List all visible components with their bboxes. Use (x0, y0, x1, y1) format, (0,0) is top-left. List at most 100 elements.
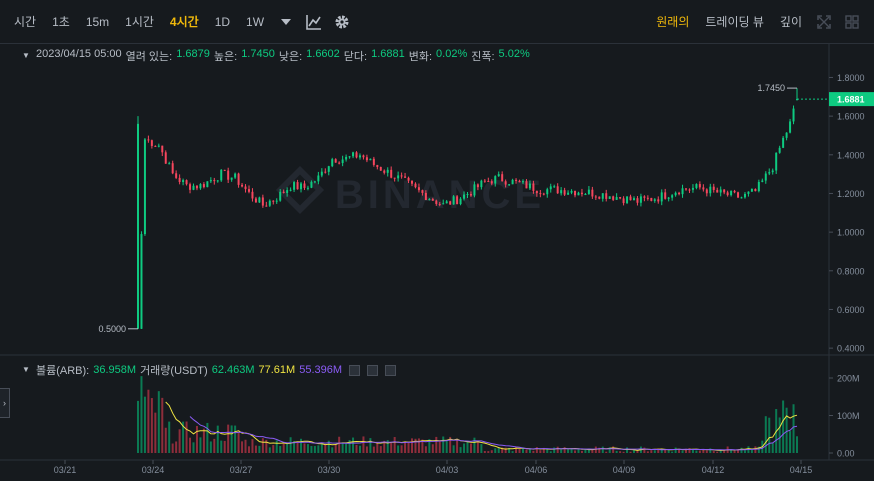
volume-bar (782, 400, 785, 453)
volume-bar (352, 437, 355, 453)
volume-bar (521, 447, 524, 453)
price-tick-label: 0.6000 (837, 305, 865, 315)
view-depth[interactable]: 깊이 (779, 15, 802, 29)
volume-bar (698, 450, 701, 453)
candle-body (737, 192, 740, 198)
candle-body (182, 180, 185, 183)
collapse-caret-icon[interactable]: ▼ (22, 51, 30, 60)
volume-bar (234, 425, 237, 453)
volume-bar (289, 437, 292, 453)
candle-body (636, 198, 639, 203)
candle-body (768, 172, 771, 174)
volume-bar (615, 450, 618, 453)
gear-icon[interactable] (328, 0, 356, 44)
candle-body (546, 189, 549, 195)
interval-1h[interactable]: 1시간 (125, 15, 154, 29)
volume-bar (740, 447, 743, 453)
candle-body (674, 192, 677, 196)
volume-ma3: 55.396M (299, 364, 343, 376)
interval-15m[interactable]: 15m (85, 15, 110, 29)
volume-bar (497, 447, 500, 453)
candle-body (150, 140, 153, 146)
candle-body (532, 183, 535, 191)
volume-bar (622, 451, 625, 453)
candle-body (549, 186, 552, 190)
view-tradingview[interactable]: 트레이딩 뷰 (705, 15, 764, 29)
candle-body (261, 197, 264, 206)
candle-body (178, 177, 181, 183)
interval-1d[interactable]: 1D (214, 15, 231, 29)
interval-time[interactable]: 시간 (14, 15, 37, 29)
candle-body (421, 190, 424, 193)
candle-body (449, 201, 452, 205)
candle-body (664, 192, 667, 199)
volume-bar (612, 446, 615, 453)
volume-bar (456, 438, 459, 453)
volume-collapse-caret-icon[interactable]: ▼ (22, 365, 30, 374)
candle-body (428, 199, 431, 201)
candle-body (646, 197, 649, 199)
candle-body (195, 185, 198, 189)
candle-body (518, 180, 521, 183)
interval-1w[interactable]: 1W (246, 15, 265, 29)
candle-body (296, 182, 299, 190)
volume-bar (390, 442, 393, 453)
volume-bar (535, 447, 538, 453)
candle-body (511, 179, 514, 185)
volume-bar (650, 450, 653, 453)
dropdown-icon[interactable] (272, 0, 300, 44)
candle-body (574, 190, 577, 196)
candle-body (601, 193, 604, 199)
info-close-label: 닫다: (343, 51, 368, 63)
candle-body (726, 192, 729, 196)
volume-bar (164, 427, 167, 453)
volume-bar (674, 447, 677, 453)
candle-body (223, 169, 226, 171)
volume-bar (587, 449, 590, 453)
interval-1s[interactable]: 1초 (52, 15, 70, 29)
candle-body (584, 193, 587, 195)
candle-body (476, 184, 479, 188)
volume-bar (383, 440, 386, 453)
candle-body (615, 197, 618, 200)
candle-body (612, 196, 615, 200)
volume-bar (189, 437, 192, 453)
volume-bar (161, 397, 164, 453)
volume-bar (414, 438, 417, 453)
candle-body (400, 175, 403, 177)
volume-hide-button[interactable] (367, 364, 379, 376)
candle-body (442, 203, 445, 205)
candle-body (733, 190, 736, 193)
expand-panel-button[interactable]: › (0, 388, 10, 418)
volume-bar (331, 447, 334, 453)
candle-body (702, 187, 705, 190)
volume-bar (157, 391, 160, 453)
volume-bar (185, 421, 188, 453)
candle-body (688, 189, 691, 191)
volume-bar (532, 450, 535, 453)
info-amplitude-label: 진폭: (471, 51, 495, 63)
volume-bar (442, 436, 445, 453)
interval-4h[interactable]: 4시간 (169, 15, 199, 29)
volume-bar (476, 440, 479, 453)
volume-settings-button[interactable] (349, 364, 361, 376)
indicators-icon[interactable] (300, 0, 328, 44)
fullscreen-icon[interactable] (810, 0, 838, 44)
interval-group: 시간 1초 15m 1시간 4시간 1D 1W (6, 0, 356, 44)
time-tick-label: 04/09 (613, 465, 636, 475)
volume-bar (345, 442, 348, 453)
candle-body (719, 189, 722, 193)
volume-bar (792, 404, 795, 453)
info-low: 1.6602 (306, 48, 340, 60)
view-original[interactable]: 원래의 (656, 15, 690, 29)
candle-body (501, 174, 504, 182)
volume-bar (147, 389, 150, 453)
volume-bar (681, 450, 684, 453)
volume-bar (379, 446, 382, 453)
candle-body (698, 184, 701, 188)
volume-bar (216, 425, 219, 453)
grid-layout-icon[interactable] (838, 0, 866, 44)
volume-close-button[interactable] (385, 364, 397, 376)
candle-body (199, 184, 202, 189)
